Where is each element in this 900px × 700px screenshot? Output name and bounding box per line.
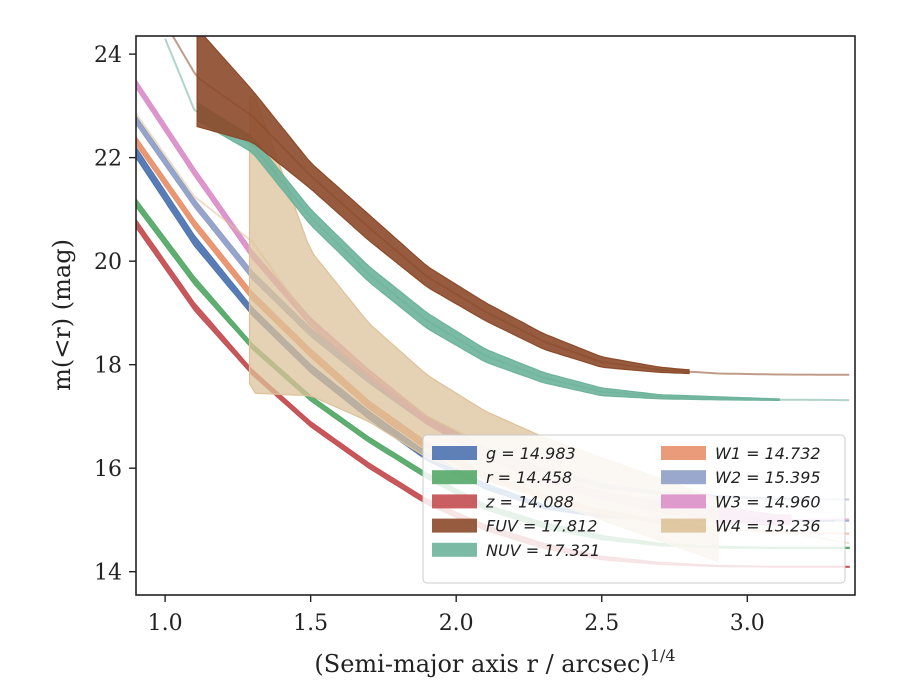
legend-box — [422, 434, 846, 584]
legend-label: NUV = 17.321 — [486, 541, 600, 560]
legend-item-w2: W2 = 15.395 — [661, 468, 821, 487]
series-fuv-band — [196, 36, 690, 375]
legend-item-r: r = 14.458 — [432, 468, 572, 487]
legend-swatch — [432, 446, 477, 460]
legend-item-z: z = 14.088 — [432, 492, 574, 511]
legend-item-w4: W4 = 13.236 — [661, 517, 821, 536]
plot-frame — [135, 35, 856, 596]
y-tick-label: 22 — [94, 147, 122, 172]
y-axis-title: m(<r) (mag) — [48, 239, 76, 391]
legend-item-g: g = 14.983 — [432, 444, 576, 463]
legend-label: r = 14.458 — [486, 468, 572, 487]
legend-swatch — [661, 470, 706, 485]
x-axis-title-main: (Semi-major axis r / arcsec) — [314, 650, 649, 678]
x-tick-label: 1.0 — [148, 611, 183, 636]
legend-label: z = 14.088 — [485, 492, 574, 511]
y-tick-label: 14 — [94, 561, 122, 586]
x-axis: 1.0 1.5 2.0 2.5 3.0 — [148, 595, 765, 636]
x-tick-label: 3.0 — [730, 611, 765, 636]
legend: g = 14.983 r = 14.458 z = 14.088 FUV = 17.8… — [422, 434, 846, 584]
legend-swatch — [432, 494, 477, 509]
y-tick-label: 24 — [94, 43, 122, 68]
y-tick-label: 18 — [94, 354, 122, 379]
legend-swatch — [661, 518, 706, 533]
legend-label: g = 14.983 — [486, 444, 576, 463]
legend-swatch — [661, 446, 706, 460]
legend-label: W2 = 15.395 — [715, 468, 821, 487]
y-axis: 14 16 18 20 22 24 — [94, 43, 136, 586]
x-tick-label: 2.0 — [439, 611, 474, 636]
x-axis-title-superscript: 1/4 — [650, 646, 676, 665]
legend-swatch — [432, 518, 477, 533]
series-nuv-band — [196, 101, 780, 401]
legend-swatch — [661, 494, 706, 509]
legend-label: W1 = 14.732 — [715, 444, 821, 463]
legend-swatch — [432, 470, 477, 485]
legend-label: W4 = 13.236 — [715, 517, 821, 536]
series-r-band — [136, 197, 850, 549]
x-tick-label: 1.5 — [293, 611, 328, 636]
legend-item-nuv: NUV = 17.321 — [432, 541, 600, 560]
y-tick-label: 16 — [94, 457, 122, 482]
legend-item-w3: W3 = 14.960 — [661, 492, 821, 511]
y-tick-label: 20 — [94, 250, 122, 275]
series-fuv — [171, 36, 850, 376]
legend-label: FUV = 17.812 — [486, 517, 597, 536]
legend-swatch — [432, 542, 477, 557]
legend-item-fuv: FUV = 17.812 — [432, 517, 597, 536]
legend-item-w1: W1 = 14.732 — [661, 444, 821, 463]
series-nuv — [164, 38, 850, 402]
x-axis-title: (Semi-major axis r / arcsec)1/4 — [314, 646, 675, 678]
legend-label: W3 = 14.960 — [715, 492, 821, 511]
x-tick-label: 2.5 — [584, 611, 619, 636]
